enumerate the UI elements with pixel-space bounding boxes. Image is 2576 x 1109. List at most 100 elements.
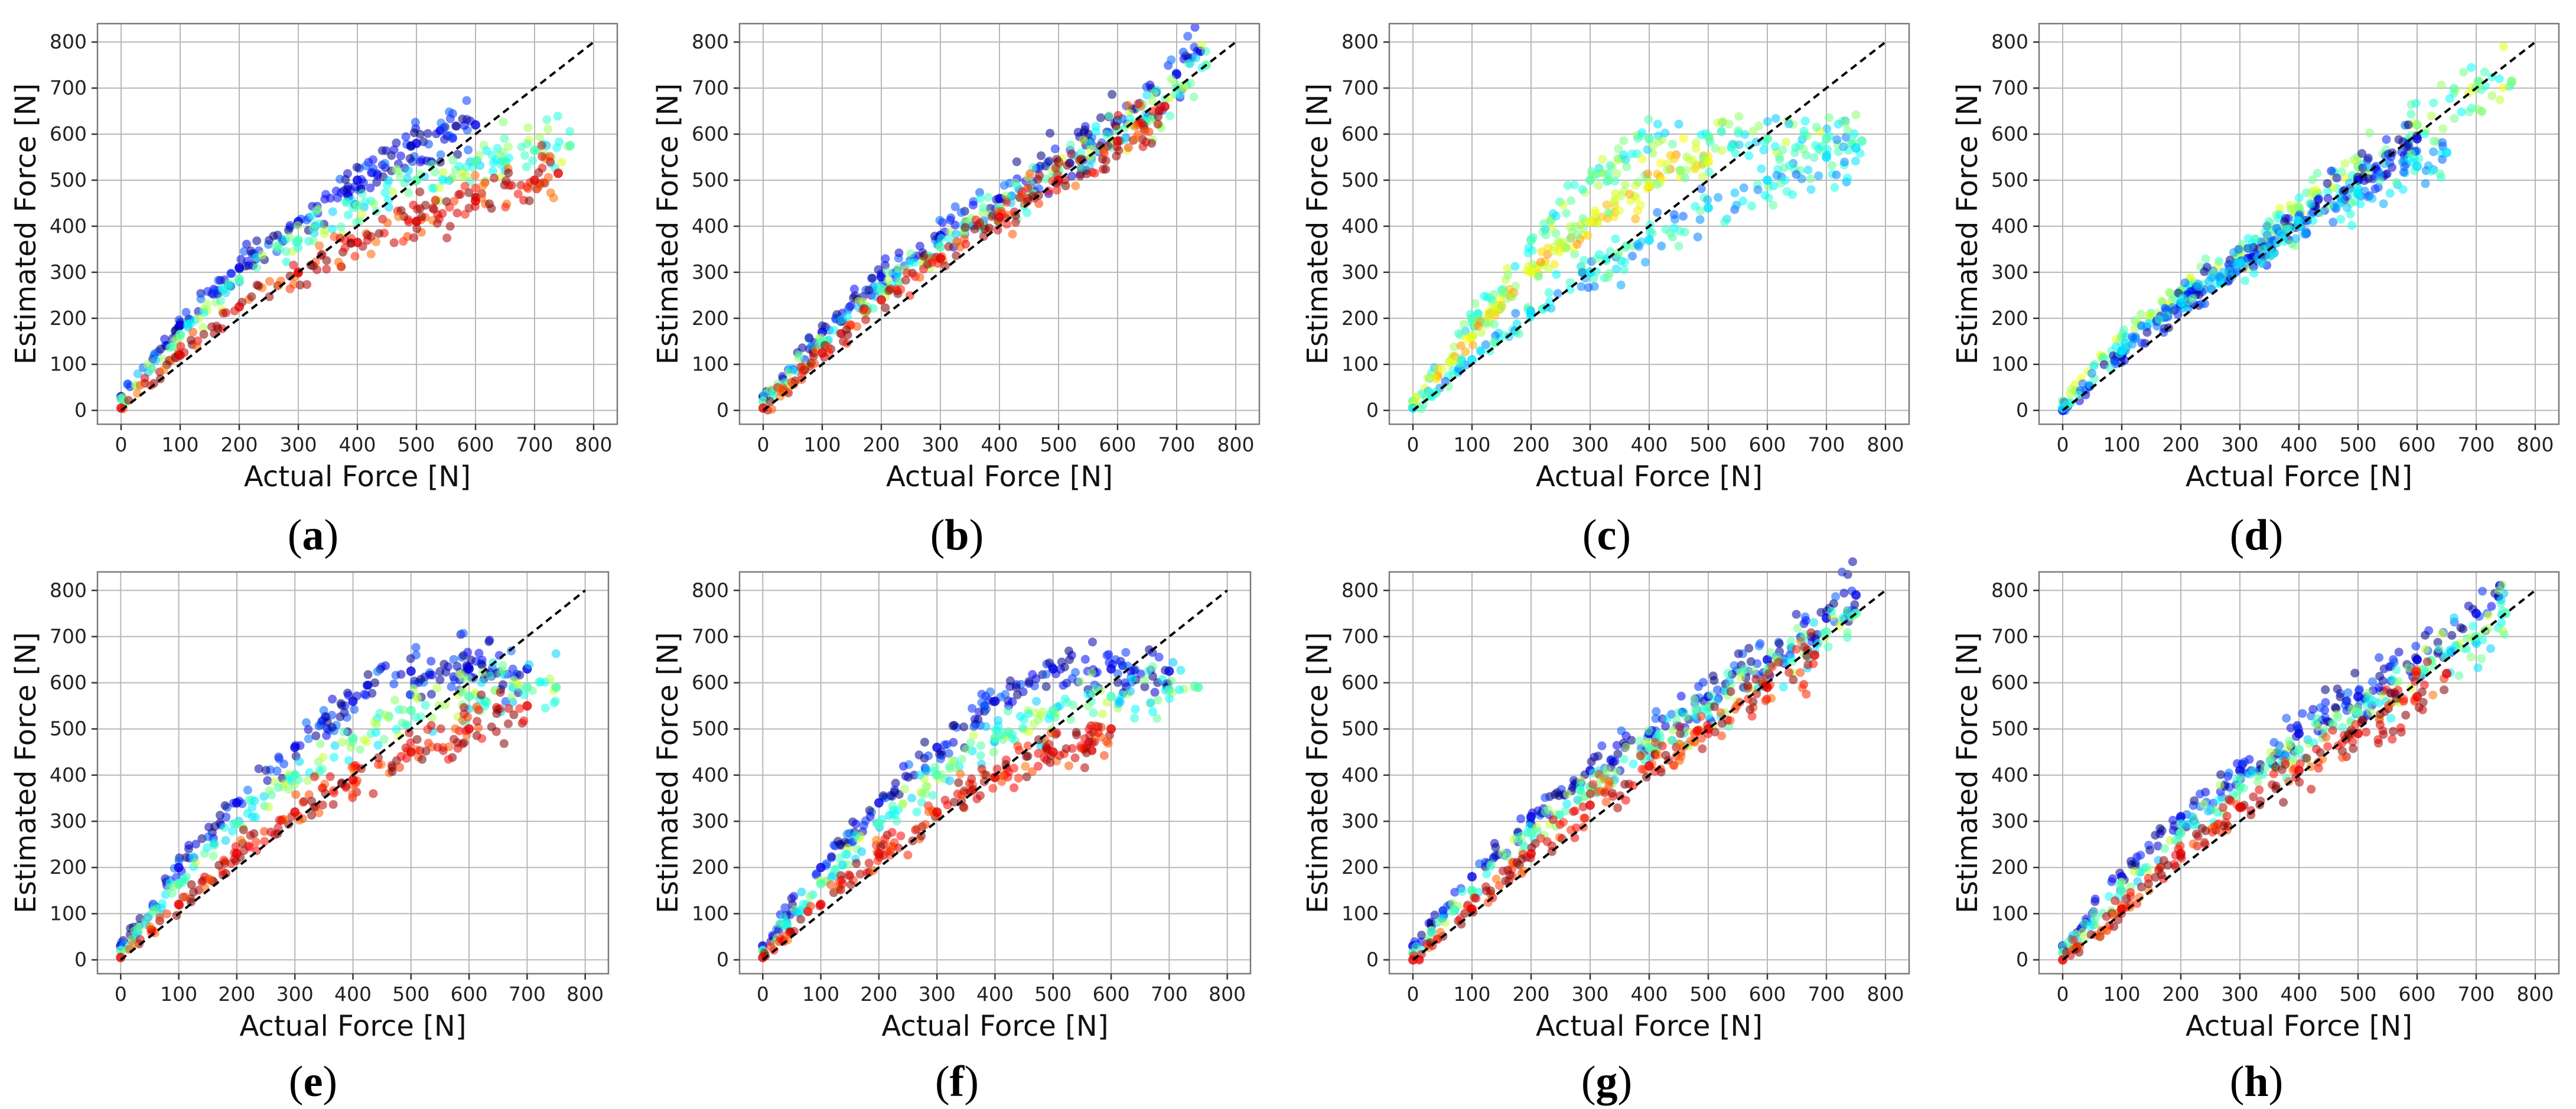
scatter-point xyxy=(2240,276,2250,285)
scatter-point xyxy=(928,791,937,800)
scatter-point xyxy=(2144,319,2154,329)
scatter-point xyxy=(1190,22,1200,32)
y-tick-label: 700 xyxy=(1991,625,2028,648)
panel-e: 0 100 200 300 400 500 600 700 800 0 100 200 300 400 50… xyxy=(9,571,610,1106)
scatter-points-a xyxy=(116,96,575,414)
scatter-point xyxy=(1486,861,1495,871)
scatter-point xyxy=(454,162,464,171)
scatter-point xyxy=(189,887,198,897)
scatter-point xyxy=(1116,697,1125,707)
scatter-point xyxy=(2447,630,2457,640)
scatter-point xyxy=(888,801,897,811)
panel-label: (f) xyxy=(935,1058,979,1106)
x-tick-label: 100 xyxy=(162,433,199,456)
series-point xyxy=(1763,175,1772,185)
y-tick-label: 800 xyxy=(692,30,729,53)
y-tick-label: 200 xyxy=(50,307,87,330)
scatter-point xyxy=(980,225,989,234)
scatter-point xyxy=(844,305,853,314)
scatter-point xyxy=(1067,149,1076,159)
scatter-point xyxy=(2307,785,2316,794)
scatter-point xyxy=(1748,126,1758,136)
scatter-point xyxy=(910,258,919,267)
series-point xyxy=(530,145,539,155)
scatter-point xyxy=(2137,321,2146,330)
scatter-point xyxy=(2224,768,2233,778)
scatter-point xyxy=(1510,262,1520,271)
scatter-point xyxy=(1608,792,1617,801)
scatter-point xyxy=(1011,683,1021,692)
scatter-point xyxy=(2380,151,2390,161)
y-tick-label: 700 xyxy=(1991,76,2028,99)
scatter-point xyxy=(1563,181,1572,190)
scatter-point xyxy=(920,737,929,747)
y-tick-label: 0 xyxy=(1366,948,1379,971)
x-tick-label: 200 xyxy=(860,983,897,1006)
scatter-point xyxy=(1064,761,1073,770)
x-tick-label: 600 xyxy=(2399,433,2436,456)
scatter-point xyxy=(198,323,208,333)
scatter-point xyxy=(919,264,928,274)
scatter-point xyxy=(246,246,256,256)
scatter-point xyxy=(1121,648,1131,657)
scatter-point xyxy=(2302,753,2311,763)
scatter-point xyxy=(2323,194,2333,203)
series-point xyxy=(818,348,827,358)
scatter-point xyxy=(543,173,553,182)
scatter-point xyxy=(940,795,950,805)
scatter-point xyxy=(2201,254,2210,264)
series-point xyxy=(1810,650,1819,660)
x-tick-label: 500 xyxy=(398,433,435,456)
scatter-point xyxy=(874,265,883,274)
y-tick-label: 0 xyxy=(74,948,87,971)
y-axis-label: Estimated Force [N] xyxy=(652,632,685,913)
y-tick-label: 100 xyxy=(692,902,729,925)
scatter-point xyxy=(209,838,219,848)
y-tick-label: 0 xyxy=(1366,399,1379,422)
scatter-point xyxy=(1653,750,1663,759)
series-point xyxy=(1048,664,1058,674)
series-point xyxy=(874,819,884,828)
scatter-point xyxy=(1577,282,1586,291)
scatter-point xyxy=(1142,90,1152,100)
x-tick-label: 600 xyxy=(451,983,488,1006)
scatter-point xyxy=(1696,184,1706,193)
scatter-point xyxy=(2464,601,2473,611)
scatter-point xyxy=(396,173,405,182)
scatter-point xyxy=(504,719,513,729)
scatter-point xyxy=(2189,839,2198,848)
scatter-point xyxy=(1725,676,1734,685)
scatter-point xyxy=(2473,663,2483,672)
scatter-point xyxy=(1839,142,1848,151)
scatter-point xyxy=(1696,712,1706,721)
series-point xyxy=(348,733,358,743)
scatter-point xyxy=(1541,793,1550,802)
scatter-point xyxy=(396,752,406,761)
scatter-point xyxy=(555,137,564,147)
y-axis-label: Estimated Force [N] xyxy=(9,83,43,365)
scatter-point xyxy=(2412,671,2421,680)
scatter-point xyxy=(1596,168,1605,177)
scatter-point xyxy=(2290,241,2300,251)
x-axis-label: Actual Force [N] xyxy=(1536,1010,1763,1043)
scatter-point xyxy=(1843,174,1852,183)
scatter-point xyxy=(1450,342,1459,352)
x-tick-label: 300 xyxy=(922,433,959,456)
scatter-point xyxy=(1438,913,1447,923)
scatter-point xyxy=(1628,251,1637,261)
scatter-point xyxy=(2487,91,2497,100)
scatter-point xyxy=(210,285,220,295)
scatter-point xyxy=(394,212,403,222)
x-axis-label: Actual Force [N] xyxy=(1536,460,1763,493)
scatter-point xyxy=(1793,624,1802,633)
scatter-point xyxy=(915,770,924,780)
scatter-point xyxy=(412,692,421,701)
y-tick-label: 100 xyxy=(50,353,87,376)
scatter-point xyxy=(2285,225,2295,234)
scatter-point xyxy=(503,142,513,151)
scatter-point xyxy=(336,222,346,232)
scatter-point xyxy=(2332,173,2341,183)
scatter-point xyxy=(1176,665,1186,675)
scatter-point xyxy=(523,139,532,148)
scatter-point xyxy=(432,684,442,692)
